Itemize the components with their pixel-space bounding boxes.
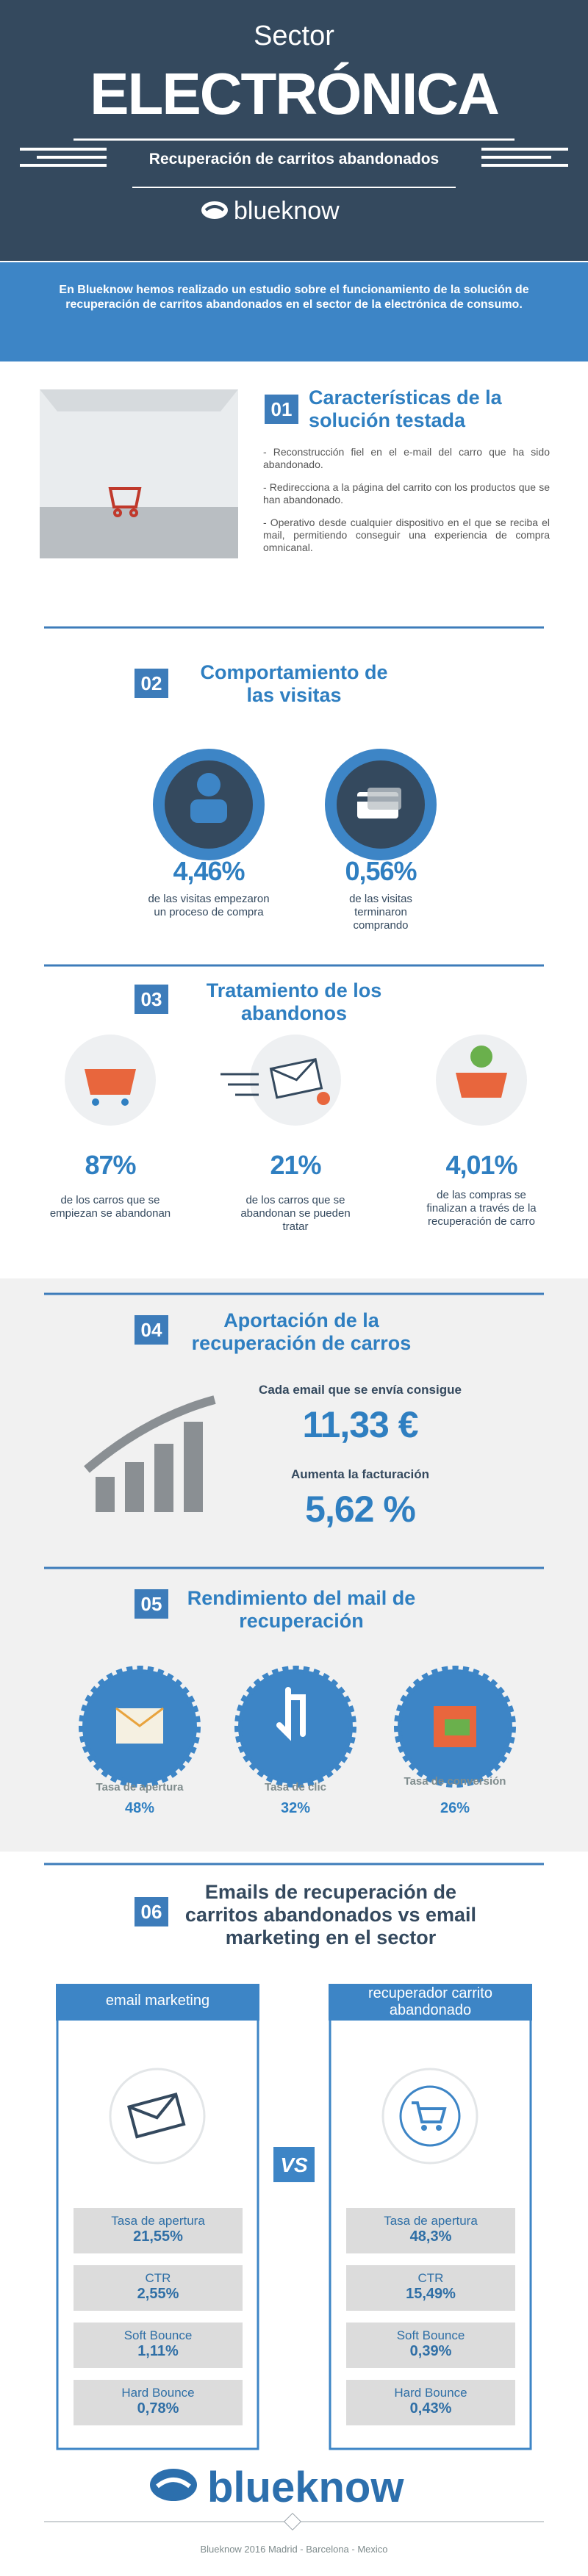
card-icon [325, 749, 437, 860]
intro-band [0, 262, 588, 361]
stat-label: Cada email que se envía consigue [259, 1383, 462, 1397]
section-title: Rendimiento del mail de recuperación [187, 1587, 416, 1632]
logo-icon [201, 201, 228, 219]
stat-label: Aumenta la facturación [291, 1467, 429, 1481]
comparison-row: Soft Bounce 0,39% [346, 2323, 515, 2368]
row-value: 0,43% [409, 2400, 452, 2417]
compare-frames [56, 2021, 532, 2450]
section-title: Características de la solución testada [309, 386, 502, 431]
footer-text: Blueknow 2016 Madrid - Barcelona - Mexic… [200, 2544, 388, 2555]
growth-icon [84, 1395, 216, 1512]
stat-label: de los carros que se empiezan se abandon… [49, 1194, 171, 1220]
row-value: 21,55% [133, 2228, 183, 2245]
stat-value: 21% [270, 1150, 321, 1180]
separators [44, 626, 544, 967]
main-title: ELECTRÓNICA [90, 61, 500, 126]
row-value: 48,3% [409, 2228, 452, 2245]
stat-value: 32% [280, 1800, 311, 1816]
section-number: 04 [135, 1315, 168, 1345]
row-value: 2,55% [137, 2286, 179, 2302]
intro: En Blueknow hemos realizado un estudio s… [59, 284, 529, 311]
section-number: 05 [135, 1589, 168, 1619]
vs-label: VS [280, 2154, 308, 2176]
row-label: CTR [145, 2271, 171, 2285]
stat-value: 0,56% [345, 856, 417, 886]
footer-brand: blueknow [207, 2464, 404, 2511]
comparison-row: Hard Bounce 0,43% [346, 2380, 515, 2425]
stat-label: de las visitas terminaron comprando [349, 893, 412, 932]
money-basket-icon [436, 1035, 527, 1126]
photo-floor [40, 507, 238, 558]
stat-label: Tasa de conversión [404, 1775, 506, 1788]
footer-logo-icon [150, 2469, 197, 2501]
mail-circle [109, 2068, 206, 2165]
stat-label: de los carros que se abandonan se pueden… [240, 1194, 351, 1233]
bullet: - Operativo desde cualquier dispositivo … [263, 517, 550, 553]
comparison-row: Tasa de apertura 48,3% [346, 2208, 515, 2253]
bullet: - Reconstrucción fiel en el e-mail del c… [263, 446, 550, 470]
stat-label: de las visitas empezaron un proceso de c… [148, 893, 270, 918]
visit-icon [153, 749, 265, 860]
section-number: 02 [135, 669, 168, 698]
stat-value: 4,46% [173, 856, 245, 886]
section-title: Aportación de la recuperación de carros [191, 1309, 412, 1354]
footer-diamond [283, 2512, 302, 2531]
stripes [20, 148, 568, 167]
stat-label: Tasa de clic [265, 1781, 326, 1794]
photo-ceiling [40, 389, 238, 411]
stat-value: 26% [440, 1800, 470, 1816]
column-header: email marketing [105, 1993, 210, 2009]
row-label: Hard Bounce [121, 2386, 195, 2400]
bullet: - Redirecciona a la página del carrito c… [263, 481, 550, 506]
stat-label: de las compras se finalizan a través de … [426, 1189, 537, 1228]
section-title: Tratamiento de los abandonos [206, 979, 382, 1024]
stat-value: 87% [85, 1150, 136, 1180]
column-header-bg [329, 1984, 532, 2021]
section-title: Emails de recuperación de carritos aband… [184, 1881, 477, 1949]
row-label: Hard Bounce [394, 2386, 467, 2400]
stat-value: 11,33 € [302, 1404, 418, 1445]
column-header-bg [56, 1984, 259, 2021]
subtitle: Recuperación de carritos abandonados [148, 151, 440, 168]
section-title: Comportamiento de las visitas [200, 661, 388, 706]
row-value: 0,78% [137, 2400, 179, 2417]
stat-label: Tasa de apertura [96, 1781, 184, 1794]
separators [44, 1292, 544, 1866]
section-number: 03 [135, 985, 168, 1014]
cart-circle [381, 2068, 478, 2165]
kicker: Sector [254, 21, 334, 51]
badges [79, 1666, 516, 1788]
comparison-row: Tasa de apertura 21,55% [74, 2208, 243, 2253]
comparison-row: CTR 15,49% [346, 2265, 515, 2311]
row-label: Tasa de apertura [384, 2214, 478, 2228]
column-header: recuperador carrito abandonado [368, 1985, 492, 2018]
stat-value: 4,01% [445, 1150, 517, 1180]
mail-icon [220, 1035, 341, 1126]
row-value: 0,39% [409, 2343, 452, 2359]
comparison-row: Hard Bounce 0,78% [74, 2380, 243, 2425]
row-label: Tasa de apertura [111, 2214, 205, 2228]
vs-box [273, 2147, 315, 2182]
header-band [0, 0, 588, 261]
row-label: Soft Bounce [396, 2328, 465, 2342]
stat-value: 48% [124, 1800, 155, 1816]
basket-icon [65, 1035, 156, 1126]
section-number: 06 [135, 1897, 168, 1926]
comparison-row: CTR 2,55% [74, 2265, 243, 2311]
stat-value: 5,62 % [305, 1489, 416, 1530]
brand: blueknow [234, 197, 340, 225]
comparison-row: Soft Bounce 1,11% [74, 2323, 243, 2368]
cart-photo [108, 487, 142, 517]
row-value: 1,11% [137, 2343, 179, 2359]
row-value: 15,49% [406, 2286, 456, 2302]
section-number: 01 [265, 395, 298, 424]
row-label: CTR [417, 2271, 444, 2285]
row-label: Soft Bounce [123, 2328, 193, 2342]
